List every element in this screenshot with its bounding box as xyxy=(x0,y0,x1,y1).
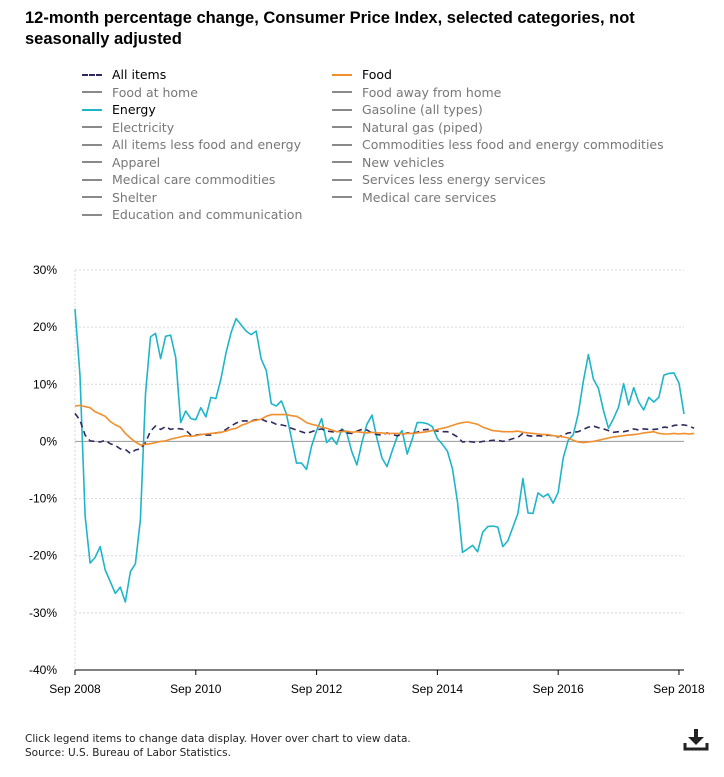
legend-item[interactable]: Energy xyxy=(82,101,156,118)
legend-label: All items less food and energy xyxy=(112,137,302,152)
x-tick-label: Sep 2012 xyxy=(291,682,343,696)
legend-item[interactable]: All items xyxy=(82,66,166,83)
legend-swatch xyxy=(82,91,102,93)
legend-item[interactable]: Apparel xyxy=(82,154,160,171)
legend-swatch xyxy=(82,126,102,128)
y-tick-label: -10% xyxy=(29,492,57,506)
y-tick-label: 10% xyxy=(33,377,57,391)
legend-label: Electricity xyxy=(112,119,175,135)
legend-swatch xyxy=(82,196,102,198)
y-tick-label: 0% xyxy=(40,434,58,448)
legend-item[interactable]: Services less energy services xyxy=(332,171,546,188)
legend-swatch xyxy=(82,73,102,76)
footer-instructions: Click legend items to change data displa… xyxy=(25,733,411,745)
legend-swatch xyxy=(332,73,352,76)
legend-item[interactable]: Medical care commodities xyxy=(82,171,275,188)
legend-label: Food at home xyxy=(112,84,198,100)
legend-swatch xyxy=(332,178,352,181)
legend-label: Natural gas (piped) xyxy=(362,119,483,135)
legend-swatch xyxy=(82,161,102,163)
line-chart[interactable]: 30%20%10%0%-10%-20%-30%-40% Sep 2008 Sep … xyxy=(0,255,724,705)
x-axis-ticks: Sep 2008 Sep 2010 Sep 2012 Sep 2014 Sep 2016… xyxy=(49,670,705,696)
legend-label: Gasoline (all types) xyxy=(362,102,483,117)
y-tick-label: -20% xyxy=(29,549,57,563)
legend-swatch xyxy=(332,126,352,128)
chart-legend: All items Food Food at home Food away from … xyxy=(82,66,722,226)
footer-source: Source: U.S. Bureau of Labor Statistics. xyxy=(25,747,231,759)
legend-swatch xyxy=(332,143,352,146)
chart-title: 12-month percentage change, Consumer Pri… xyxy=(25,9,635,48)
series-line-energy[interactable] xyxy=(74,308,685,603)
legend-item[interactable]: All items less food and energy xyxy=(82,136,301,153)
legend-swatch xyxy=(332,91,352,93)
legend-item[interactable]: Natural gas (piped) xyxy=(332,119,483,136)
legend-label: Energy xyxy=(112,102,156,117)
legend-item[interactable]: Food at home xyxy=(82,84,198,101)
download-icon[interactable] xyxy=(683,727,709,751)
legend-label: Medical care commodities xyxy=(112,172,276,187)
legend-label: Services less energy services xyxy=(362,172,546,187)
series-line-food[interactable] xyxy=(74,404,695,446)
legend-swatch xyxy=(82,213,102,216)
legend-item[interactable]: Food away from home xyxy=(332,84,501,101)
legend-label: Food xyxy=(362,67,392,82)
legend-item[interactable]: Electricity xyxy=(82,119,174,136)
legend-label: All items xyxy=(112,67,167,82)
legend-item[interactable]: New vehicles xyxy=(332,154,444,171)
legend-item[interactable]: Commodities less food and energy commodi… xyxy=(332,136,664,153)
x-tick-label: Sep 2016 xyxy=(532,682,584,696)
x-tick-label: Sep 2010 xyxy=(170,682,222,696)
legend-swatch xyxy=(82,108,102,111)
x-tick-label: Sep 2018 xyxy=(653,682,705,696)
legend-item[interactable]: Gasoline (all types) xyxy=(332,101,483,118)
legend-label: Medical care services xyxy=(362,189,497,205)
legend-swatch xyxy=(332,161,352,163)
series-line-all-items[interactable] xyxy=(74,412,695,455)
y-tick-label: 30% xyxy=(33,263,57,277)
legend-item[interactable]: Shelter xyxy=(82,189,157,206)
x-tick-label: Sep 2008 xyxy=(49,682,101,696)
y-tick-label: 20% xyxy=(33,320,57,334)
legend-label: Commodities less food and energy commodi… xyxy=(362,137,664,152)
chart-footer: Click legend items to change data displa… xyxy=(25,732,411,760)
series-lines xyxy=(74,308,695,603)
legend-label: Shelter xyxy=(112,189,157,205)
legend-swatch xyxy=(82,143,102,146)
legend-item[interactable]: Medical care services xyxy=(332,189,496,206)
y-axis-ticks: 30% 20% 10% 0% -10% -20% -30% -40% xyxy=(29,263,57,677)
legend-item[interactable]: Education and communication xyxy=(82,206,302,223)
grid-lines xyxy=(74,269,684,671)
legend-label: Food away from home xyxy=(362,84,502,100)
y-tick-label: -40% xyxy=(29,663,57,677)
legend-swatch xyxy=(332,108,352,111)
legend-swatch xyxy=(332,196,352,198)
legend-swatch xyxy=(82,178,102,181)
legend-item[interactable]: Food xyxy=(332,66,392,83)
x-tick-label: Sep 2014 xyxy=(412,682,464,696)
y-tick-label: -30% xyxy=(29,606,57,620)
legend-label: Apparel xyxy=(112,154,161,170)
legend-label: New vehicles xyxy=(362,154,445,170)
legend-label: Education and communication xyxy=(112,207,303,222)
